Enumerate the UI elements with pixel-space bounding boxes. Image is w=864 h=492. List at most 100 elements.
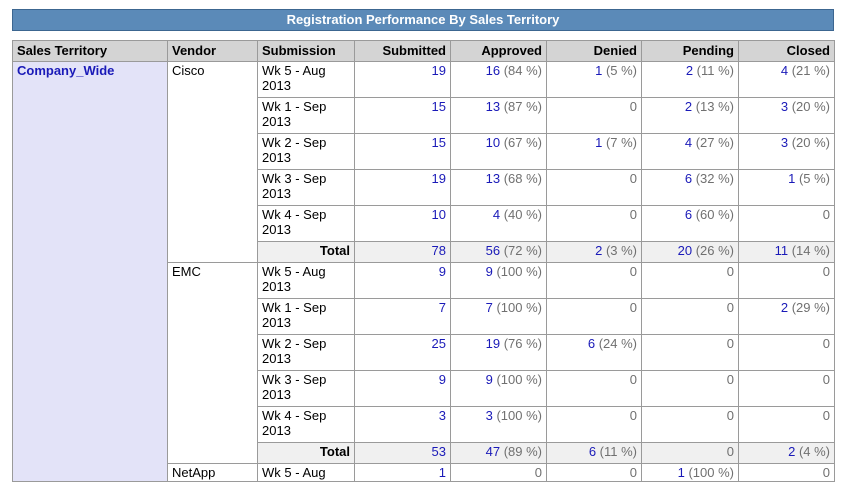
submitted-cell: 3 — [354, 406, 451, 443]
closed-cell: 0 — [738, 205, 835, 242]
submission-week-cell: Wk 4 - Sep 2013 — [257, 406, 355, 443]
closed-count-link[interactable]: 4 — [780, 63, 789, 78]
submitted-count-link[interactable]: 3 — [438, 408, 446, 423]
closed-percent: (5 %) — [798, 171, 830, 186]
denied-count: 0 — [629, 465, 637, 480]
submitted-count-link[interactable]: 9 — [438, 264, 446, 279]
closed-count-link[interactable]: 3 — [780, 99, 789, 114]
denied-cell: 0 — [546, 169, 642, 206]
pending-count-link[interactable]: 2 — [685, 63, 694, 78]
submission-week-cell: Wk 2 - Sep 2013 — [257, 334, 355, 371]
submitted-count-link[interactable]: 1 — [438, 465, 446, 480]
pending-cell: 2 (11 %) — [641, 61, 739, 98]
total-label: Total — [257, 241, 355, 263]
denied-count-link[interactable]: 1 — [595, 63, 603, 78]
closed-cell: 0 — [738, 262, 835, 299]
col-header-vendor[interactable]: Vendor — [167, 40, 258, 62]
closed-count: 0 — [822, 372, 830, 387]
denied-percent: (5 %) — [605, 63, 637, 78]
total-row: Total 78 56 (72 %) 2 (3 %) 20 (26 %) 11 (14 %… — [13, 241, 835, 263]
submitted-cell: 25 — [354, 334, 451, 371]
pending-count-link[interactable]: 6 — [684, 171, 693, 186]
total-approved-cell: 47 (89 %) — [450, 442, 547, 464]
pending-cell: 2 (13 %) — [641, 97, 739, 134]
approved-count-link[interactable]: 13 — [485, 171, 501, 186]
approved-count-link[interactable]: 10 — [485, 135, 501, 150]
pending-count: 0 — [726, 336, 734, 351]
approved-count-link[interactable]: 9 — [485, 372, 493, 387]
pending-count-link[interactable]: 6 — [684, 207, 693, 222]
pending-count-link[interactable]: 4 — [684, 135, 693, 150]
pending-count-link[interactable]: 1 — [677, 465, 685, 480]
col-header-pending[interactable]: Pending — [641, 40, 739, 62]
closed-percent: (29 %) — [791, 300, 830, 315]
submitted-count-link[interactable]: 9 — [438, 372, 446, 387]
total-submitted-link[interactable]: 53 — [431, 444, 446, 459]
pending-cell: 0 — [641, 370, 739, 407]
col-header-closed[interactable]: Closed — [738, 40, 835, 62]
total-closed-cell: 11 (14 %) — [738, 241, 835, 263]
closed-cell: 4 (21 %) — [738, 61, 835, 98]
approved-count-link[interactable]: 9 — [485, 264, 493, 279]
col-header-sales-territory[interactable]: Sales Territory — [12, 40, 168, 62]
denied-count: 0 — [629, 207, 637, 222]
approved-count-link[interactable]: 7 — [485, 300, 493, 315]
pending-count-link[interactable]: 2 — [684, 99, 693, 114]
approved-count-link[interactable]: 4 — [492, 207, 501, 222]
pending-cell: 1 (100 %) — [641, 463, 739, 482]
denied-count-link[interactable]: 1 — [595, 135, 603, 150]
approved-count-link[interactable]: 19 — [485, 336, 501, 351]
total-denied-count-link[interactable]: 6 — [588, 444, 597, 459]
total-approved-count-link[interactable]: 47 — [485, 444, 501, 459]
pending-percent: (100 %) — [688, 465, 734, 480]
closed-count-link[interactable]: 3 — [780, 135, 789, 150]
total-closed-count-link[interactable]: 11 — [774, 243, 789, 258]
col-header-denied[interactable]: Denied — [546, 40, 642, 62]
denied-cell: 1 (7 %) — [546, 133, 642, 170]
total-pending-count-link[interactable]: 20 — [677, 243, 693, 258]
submission-week-cell: Wk 4 - Sep 2013 — [257, 205, 355, 242]
denied-count-link[interactable]: 6 — [587, 336, 596, 351]
submitted-count-link[interactable]: 25 — [431, 336, 446, 351]
total-closed-count-link[interactable]: 2 — [788, 444, 796, 459]
col-header-approved[interactable]: Approved — [450, 40, 547, 62]
total-denied-cell: 2 (3 %) — [546, 241, 642, 263]
pending-percent: (27 %) — [695, 135, 734, 150]
submitted-count-link[interactable]: 15 — [431, 135, 446, 150]
submitted-count-link[interactable]: 7 — [438, 300, 446, 315]
closed-count-link[interactable]: 2 — [780, 300, 789, 315]
submitted-cell: 19 — [354, 61, 451, 98]
table-row: NetApp Wk 5 - Aug 1 0 0 1 (100 %) 0 — [13, 463, 835, 482]
total-denied-percent: (3 %) — [605, 243, 637, 258]
total-denied-count-link[interactable]: 2 — [595, 243, 603, 258]
submitted-count-link[interactable]: 10 — [431, 207, 446, 222]
submitted-count-link[interactable]: 19 — [431, 63, 446, 78]
col-header-submitted[interactable]: Submitted — [354, 40, 451, 62]
pending-cell: 0 — [641, 262, 739, 299]
total-approved-percent: (89 %) — [503, 444, 542, 459]
approved-cell: 10 (67 %) — [450, 133, 547, 170]
total-approved-percent: (72 %) — [503, 243, 542, 258]
submitted-cell: 9 — [354, 262, 451, 299]
total-submitted-link[interactable]: 78 — [431, 243, 446, 258]
denied-cell: 0 — [546, 406, 642, 443]
territory-link[interactable]: Company_Wide — [17, 63, 115, 78]
total-approved-count-link[interactable]: 56 — [485, 243, 501, 258]
approved-count-link[interactable]: 16 — [485, 63, 501, 78]
pending-percent: (13 %) — [695, 99, 734, 114]
pending-count: 0 — [726, 300, 734, 315]
submitted-count-link[interactable]: 15 — [431, 99, 446, 114]
approved-percent: (76 %) — [503, 336, 542, 351]
total-pending-percent: (26 %) — [695, 243, 734, 258]
pending-cell: 6 (60 %) — [641, 205, 739, 242]
col-header-submission[interactable]: Submission — [257, 40, 355, 62]
submitted-count-link[interactable]: 19 — [431, 171, 446, 186]
approved-count-link[interactable]: 3 — [485, 408, 493, 423]
closed-count-link[interactable]: 1 — [788, 171, 796, 186]
pending-cell: 0 — [641, 406, 739, 443]
approved-cell: 13 (87 %) — [450, 97, 547, 134]
approved-count-link[interactable]: 13 — [485, 99, 501, 114]
total-submitted-cell: 53 — [354, 442, 451, 464]
submission-week-cell: Wk 5 - Aug — [257, 463, 355, 482]
closed-percent: (21 %) — [791, 63, 830, 78]
